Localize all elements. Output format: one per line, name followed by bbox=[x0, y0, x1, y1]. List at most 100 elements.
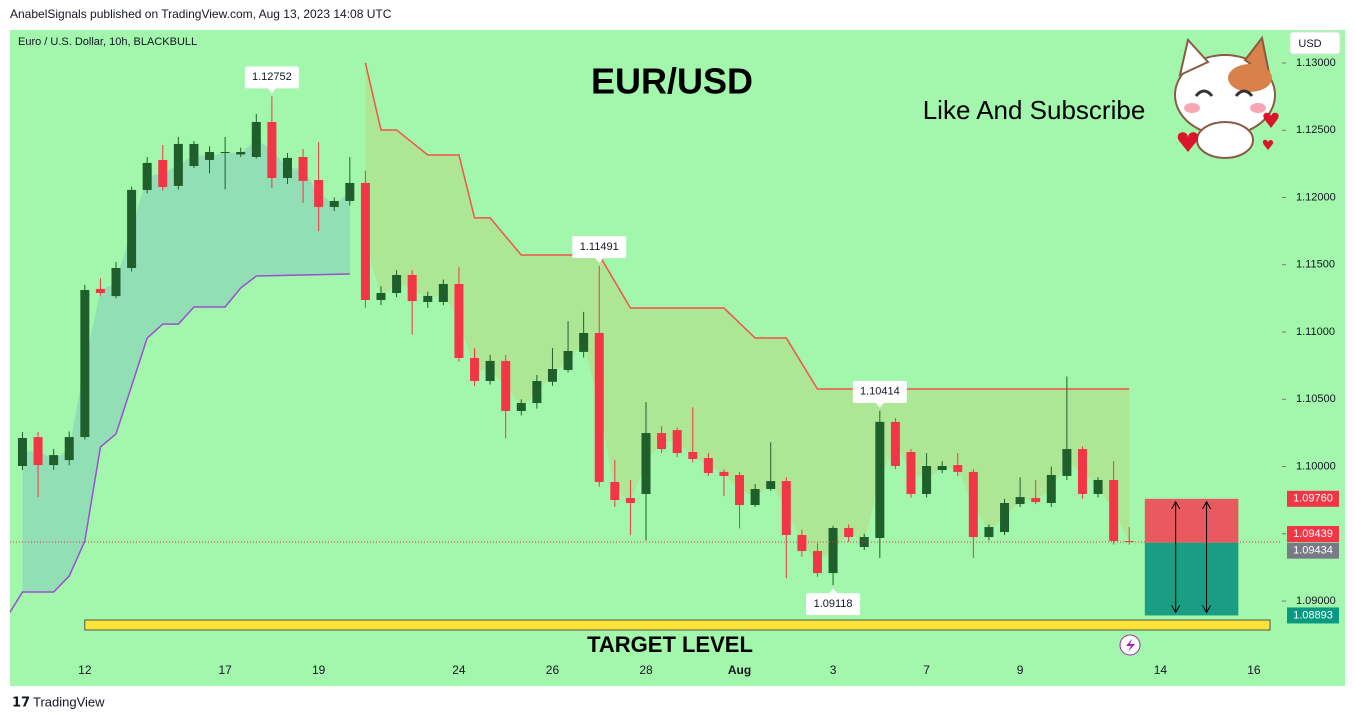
candle-body bbox=[750, 488, 760, 506]
pivot-pointer bbox=[595, 257, 604, 263]
pivot-label: 1.11491 bbox=[580, 241, 619, 253]
pivot-box bbox=[244, 66, 299, 89]
candle-body bbox=[672, 430, 682, 454]
candle-body bbox=[1077, 449, 1087, 494]
y-tick-label: 1.12500 bbox=[1296, 124, 1336, 136]
tv-logo: 𝟭𝟳 bbox=[12, 694, 30, 709]
currency: USD bbox=[1298, 38, 1321, 50]
candle-body bbox=[423, 295, 433, 303]
price-tag bbox=[1287, 542, 1339, 559]
x-tick-label: 12 bbox=[78, 663, 92, 677]
candle-body bbox=[968, 471, 978, 538]
header: AnabelSignals published on TradingView.c… bbox=[10, 7, 392, 21]
candle-body bbox=[1000, 502, 1010, 533]
candle-body bbox=[688, 452, 698, 459]
price-tag-label: 1.09434 bbox=[1293, 545, 1333, 557]
target-label: TARGET LEVEL bbox=[587, 632, 753, 657]
candle-body bbox=[532, 380, 542, 404]
x-tick-label: 26 bbox=[546, 663, 560, 677]
candle-body bbox=[563, 350, 573, 370]
candle-body bbox=[95, 288, 105, 293]
candle-body bbox=[314, 179, 324, 208]
candle-body bbox=[1046, 475, 1056, 503]
candle-body bbox=[875, 421, 885, 538]
pivot-label: 1.10414 bbox=[860, 386, 900, 398]
candle-body bbox=[345, 182, 355, 201]
stop-zone bbox=[1144, 498, 1239, 543]
candle-body bbox=[984, 527, 994, 538]
candle-body bbox=[828, 528, 838, 574]
candle-body bbox=[485, 360, 495, 381]
candle-body bbox=[267, 122, 277, 178]
chart-background bbox=[10, 30, 1345, 686]
price-tag bbox=[1287, 607, 1339, 624]
candle-body bbox=[282, 157, 292, 178]
candle-body bbox=[516, 403, 526, 411]
x-tick-label: 7 bbox=[923, 663, 930, 677]
x-tick-label: 19 bbox=[312, 663, 326, 677]
y-tick-label: 1.10500 bbox=[1296, 393, 1336, 405]
candle-body bbox=[547, 369, 557, 382]
pivot-label: 1.09118 bbox=[814, 598, 853, 610]
currency-box[interactable] bbox=[1289, 31, 1341, 55]
x-tick-label: 14 bbox=[1154, 663, 1168, 677]
arrow-head bbox=[1202, 500, 1211, 614]
candle-body bbox=[80, 290, 90, 438]
price-tag-label: 1.08893 bbox=[1293, 609, 1333, 621]
band-line bbox=[9, 273, 350, 613]
x-tick-label: 16 bbox=[1247, 663, 1261, 677]
chart-title: EUR/USD bbox=[591, 61, 753, 102]
candle-body bbox=[719, 471, 729, 476]
band-line bbox=[364, 62, 1130, 390]
price-tag bbox=[1287, 526, 1339, 543]
y-tick-label: 1.12000 bbox=[1296, 191, 1336, 203]
candle-body bbox=[407, 274, 417, 302]
candle-body bbox=[594, 332, 604, 483]
x-tick-label: 28 bbox=[639, 663, 653, 677]
candle-body bbox=[142, 162, 152, 190]
cat-sticker bbox=[1174, 35, 1279, 159]
candle-body bbox=[735, 475, 745, 506]
candle-body bbox=[766, 481, 776, 489]
candle-body bbox=[454, 283, 464, 358]
pivot-label: 1.12752 bbox=[252, 71, 292, 83]
x-tick-label: 17 bbox=[218, 663, 232, 677]
y-tick-label: 1.11000 bbox=[1296, 326, 1335, 338]
candle-body bbox=[470, 357, 480, 381]
candle-body bbox=[859, 537, 869, 547]
candle-body bbox=[1031, 498, 1041, 503]
candle-body bbox=[703, 458, 713, 473]
x-tick-label: 24 bbox=[452, 663, 466, 677]
candle-body bbox=[111, 267, 121, 297]
candle-body bbox=[298, 156, 308, 181]
candle-body bbox=[173, 143, 183, 186]
x-tick-label: 3 bbox=[830, 663, 837, 677]
candle-body bbox=[812, 551, 822, 574]
candle-body bbox=[579, 332, 589, 352]
pivot-pointer bbox=[875, 402, 884, 408]
candle-body bbox=[392, 274, 402, 293]
arrow-head bbox=[1171, 500, 1181, 614]
candle-body bbox=[17, 438, 27, 466]
x-tick-label: 9 bbox=[1017, 663, 1024, 677]
candle-body bbox=[158, 159, 168, 187]
symbol: Euro / U.S. Dollar, 10h, BLACKBULL bbox=[18, 36, 197, 48]
price-tag bbox=[1287, 490, 1339, 507]
candle-body bbox=[33, 437, 43, 466]
band-fill bbox=[22, 139, 350, 593]
price-tag-label: 1.09760 bbox=[1293, 493, 1333, 505]
candle-body bbox=[360, 182, 370, 300]
candle-body bbox=[220, 152, 230, 154]
footer: TradingView bbox=[33, 694, 105, 709]
candle-body bbox=[236, 152, 246, 155]
candle-body bbox=[953, 465, 963, 472]
candle-body bbox=[49, 455, 59, 466]
pivot-box bbox=[852, 380, 907, 403]
candle-body bbox=[844, 528, 854, 538]
candle-body bbox=[205, 152, 215, 160]
candle-body bbox=[127, 189, 137, 268]
flash-glyph bbox=[1126, 639, 1135, 652]
pivot-box bbox=[806, 593, 861, 616]
pivot-pointer bbox=[267, 88, 276, 94]
